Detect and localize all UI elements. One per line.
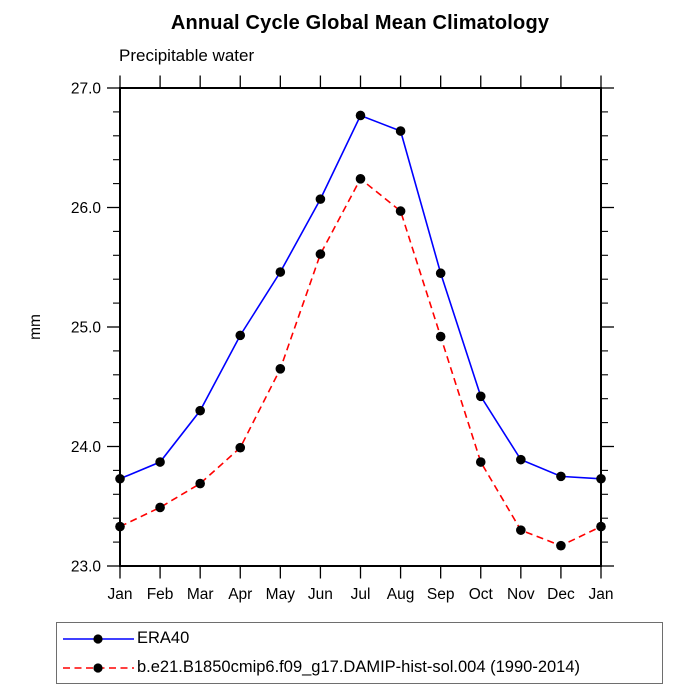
data-point-series-1 (235, 442, 246, 453)
data-point-series-1 (395, 206, 406, 216)
series-line-0 (119, 114, 602, 480)
x-tick-label: Apr (228, 586, 252, 603)
data-point-series-1 (315, 249, 326, 259)
x-tick-label: Nov (507, 586, 535, 603)
chart-subtitle: Precipitable water (119, 46, 255, 65)
data-point-series-1 (596, 521, 606, 532)
plot-frame (119, 87, 602, 567)
data-point-series-0 (596, 473, 606, 484)
y-tick-label: 27.0 (71, 81, 102, 98)
legend-item-model: b.e21.B1850cmip6.f09_g17.DAMIP-hist-sol.… (62, 653, 662, 682)
legend-sample-dashed-line (63, 662, 134, 673)
data-point-series-0 (275, 267, 286, 277)
data-point-series-0 (516, 454, 526, 465)
data-point-series-0 (155, 457, 165, 467)
legend-marker-dot (93, 662, 103, 673)
chart-title: Annual Cycle Global Mean Climatology (170, 12, 550, 34)
x-tick-label: May (266, 586, 296, 603)
y-tick-label: 26.0 (71, 200, 102, 217)
x-tick-label: Jun (308, 586, 333, 603)
x-tick-label: Sep (427, 586, 455, 603)
line-chart-plot-area: Jan Feb Mar Apr May Jun Jul Aug Sep Oct Nov Dec Jan 2… (27, 75, 614, 603)
data-point-series-0 (235, 330, 246, 341)
x-tick-label: Jul (351, 586, 371, 603)
data-point-series-0 (475, 391, 486, 402)
data-point-series-0 (556, 471, 566, 482)
x-tick-label: Jan (589, 586, 614, 603)
data-point-series-1 (275, 364, 286, 374)
data-point-series-0 (435, 268, 446, 279)
x-tick-label: Mar (187, 586, 214, 603)
data-point-series-0 (355, 110, 366, 121)
legend-marker-dot (93, 633, 103, 644)
data-point-series-1 (355, 174, 366, 184)
legend-label-model: b.e21.B1850cmip6.f09_g17.DAMIP-hist-sol.… (137, 658, 581, 676)
data-point-series-0 (195, 405, 205, 416)
series-line-1 (119, 177, 602, 547)
y-tick-label: 24.0 (71, 439, 102, 456)
chart-legend: ERA40 b.e21.B1850cmip6.f09_g17.DAMIP-his… (56, 622, 663, 684)
legend-item-era40: ERA40 (62, 624, 662, 653)
x-tick-label: Dec (547, 586, 575, 603)
data-point-series-1 (475, 457, 486, 467)
data-point-series-1 (435, 331, 446, 342)
x-tick-label: Oct (469, 586, 494, 603)
data-point-series-1 (115, 521, 125, 532)
y-tick-label: 25.0 (71, 320, 102, 337)
y-tick-label: 23.0 (71, 559, 102, 576)
x-tick-label: Jan (108, 586, 133, 603)
x-tick-label: Aug (387, 586, 415, 603)
data-point-series-1 (155, 502, 165, 513)
y-axis-title: mm (27, 314, 44, 340)
data-point-series-0 (315, 194, 326, 204)
legend-sample-solid-line (63, 633, 134, 644)
data-point-series-1 (516, 525, 526, 535)
x-tick-label: Feb (147, 586, 174, 603)
data-point-series-1 (556, 540, 566, 551)
data-point-series-0 (395, 126, 406, 136)
data-point-series-0 (115, 473, 125, 484)
data-point-series-1 (195, 478, 205, 489)
legend-label-era40: ERA40 (137, 629, 190, 647)
